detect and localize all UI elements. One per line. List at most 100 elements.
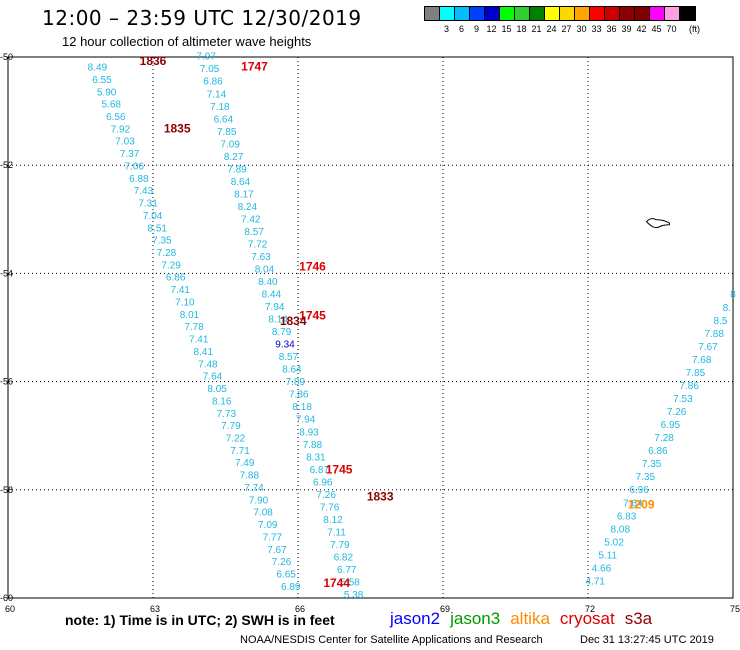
swh-value: 6.86 [203, 77, 223, 88]
color-swatch [590, 7, 605, 20]
swh-value: 7.94 [296, 415, 316, 426]
swh-value: 7.37 [120, 149, 140, 160]
swh-value: 7.68 [692, 355, 712, 366]
swh-value: 7.09 [220, 139, 240, 150]
footer-note: note: 1) Time is in UTC; 2) SWH is in fe… [65, 612, 335, 628]
swh-value: 7.64 [203, 372, 223, 383]
swh-value: 5.58 [340, 577, 360, 588]
pass-time-label: 1209 [628, 498, 655, 512]
swh-value: 8.64 [282, 365, 302, 376]
swh-value: 7.05 [200, 64, 220, 75]
pass-time-label: 1833 [367, 490, 394, 504]
swh-value: 5.11 [598, 550, 617, 561]
pass-time-label: 1744 [323, 576, 350, 590]
swh-value: 7.53 [673, 394, 693, 405]
swh-value: 8.44 [262, 290, 282, 301]
color-scale-value: 36 [606, 24, 617, 34]
swh-value: 7.08 [253, 508, 273, 519]
swh-value: 7.26 [272, 557, 292, 568]
swh-value: 7.18 [210, 102, 230, 113]
pass-time-label: 1834 [280, 314, 307, 328]
swh-value: 8.04 [255, 265, 275, 276]
color-swatch [605, 7, 620, 20]
swh-value: 7.43 [134, 186, 154, 197]
swh-value: 7.11 [327, 527, 346, 538]
swh-value: 7.29 [161, 260, 181, 271]
satellite-jason2-label: jason2 [390, 609, 441, 628]
color-swatch [545, 7, 560, 20]
swh-value: 7.10 [175, 297, 195, 308]
swh-value: 6.95 [661, 420, 681, 431]
swh-value: 7.73 [217, 409, 237, 420]
latitude-label: -52 [0, 160, 13, 170]
pass-time-label: 1746 [299, 260, 326, 274]
swh-value: 7.76 [320, 502, 340, 513]
swh-value: 6.96 [629, 485, 649, 496]
swh-value: 5.90 [97, 87, 117, 98]
swh-value: 7.88 [240, 471, 260, 482]
swh-value: 4.71 [586, 576, 606, 587]
swh-value: 5.02 [604, 537, 624, 548]
color-scale-unit: (ft) [689, 24, 700, 34]
longitude-label: 66 [295, 604, 305, 614]
color-scale-value: 30 [576, 24, 587, 34]
swh-value: 7.79 [330, 540, 350, 551]
swh-value: 8. [723, 303, 731, 314]
satellite-s3a-label: s3a [624, 609, 653, 628]
swh-value: 8.41 [194, 347, 214, 358]
color-scale-value: 18 [516, 24, 527, 34]
color-swatch [560, 7, 575, 20]
swh-value: 7.72 [248, 239, 268, 250]
color-scale-value: 6 [458, 24, 465, 34]
swh-value: 7.94 [265, 302, 285, 313]
pass-time-label: 1745 [299, 308, 326, 322]
color-swatch [680, 7, 695, 20]
swh-value: 8.24 [238, 202, 258, 213]
latitude-label: -56 [0, 377, 13, 387]
swh-value: 7.31 [138, 199, 158, 210]
swh-value: 7.71 [230, 446, 250, 457]
swh-value: 8.40 [258, 277, 278, 288]
pass-time-label: 1836 [140, 54, 167, 68]
swh-value: 6.82 [334, 552, 354, 563]
color-swatch [635, 7, 650, 20]
swh-value: 7.89 [286, 377, 306, 388]
swh-value: 8.64 [231, 177, 251, 188]
satellite-altika-label: altika [510, 609, 550, 628]
color-scale-value: 33 [591, 24, 602, 34]
color-scale-value: 12 [486, 24, 497, 34]
swh-value: 7.64 [623, 498, 643, 509]
page-title: 12:00 – 23:59 UTC 12/30/2019 [42, 6, 362, 30]
longitude-label: 72 [585, 604, 595, 614]
swh-value: 8.93 [299, 427, 319, 438]
swh-value: 6.56 [106, 112, 126, 123]
longitude-label: 60 [5, 604, 15, 614]
color-scale-value: 9 [473, 24, 480, 34]
swh-value: 7.06 [125, 161, 145, 172]
swh-value: 7.35 [152, 236, 172, 247]
color-swatch [620, 7, 635, 20]
swh-value: 7.28 [157, 248, 177, 259]
swh-value: 8.79 [272, 327, 292, 338]
swh-value: 8.51 [148, 223, 168, 234]
color-swatch [500, 7, 515, 20]
swh-value: 4.66 [592, 563, 612, 574]
swh-value: 8.12 [323, 515, 343, 526]
swh-value: 7.85 [217, 127, 237, 138]
swh-value: 7.86 [679, 381, 699, 392]
swh-value: 7.35 [642, 459, 662, 470]
swh-value: 8.27 [224, 152, 244, 163]
swh-value: 7.49 [235, 458, 255, 469]
swh-value: 6.65 [276, 570, 296, 581]
swh-value: 6.89 [281, 582, 301, 593]
color-swatch [530, 7, 545, 20]
swh-value: 7.09 [258, 520, 278, 531]
color-scale-labels: 3 6 9 12 15 18 21 24 27 30 33 36 39 42 45 70 (ft) [424, 21, 700, 35]
satellite-jason3-label: jason3 [450, 609, 501, 628]
color-swatch [470, 7, 485, 20]
swh-value: 6.55 [92, 75, 112, 86]
swh-value: 6.64 [214, 114, 234, 125]
swh-value: 5.38 [344, 590, 364, 601]
swh-value: 7.41 [189, 335, 209, 346]
